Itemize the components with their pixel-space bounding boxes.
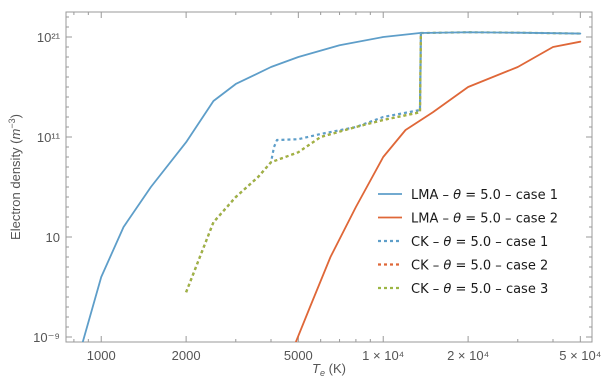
legend: LMA – θ = 5.0 – case 1 LMA – θ = 5.0 – ca… — [378, 188, 558, 297]
x-tick-label: 5000 — [284, 348, 313, 363]
x-tick-label: 5 × 10⁴ — [559, 348, 601, 363]
y-axis-title: Electron density (m−3) — [7, 114, 23, 240]
y-tick-label: 10²¹ — [37, 30, 61, 45]
legend-label: CK – θ = 5.0 – case 2 — [411, 259, 548, 274]
legend-label: CK – θ = 5.0 – case 3 — [411, 282, 548, 297]
x-axis-title: Te (K) — [312, 361, 346, 378]
y-tick-label: 10¹¹ — [37, 130, 61, 145]
legend-label: LMA – θ = 5.0 – case 1 — [411, 188, 558, 203]
x-tick-label: 1000 — [87, 348, 116, 363]
x-tick-label: 1 × 10⁴ — [362, 348, 404, 363]
x-axis: 1000 2000 5000 1 × 10⁴ 2 × 10⁴ 5 × 10⁴ — [73, 12, 601, 363]
y-axis: 10⁻⁹ 10 10¹¹ 10²¹ — [33, 16, 592, 345]
series-line-2 — [294, 40, 582, 342]
series-layer — [81, 31, 582, 342]
series-line-1 — [81, 31, 582, 342]
legend-label: CK – θ = 5.0 – case 1 — [411, 235, 548, 250]
x-tick-label: 2 × 10⁴ — [447, 348, 489, 363]
y-tick-label: 10⁻⁹ — [33, 330, 60, 345]
x-tick-label: 2000 — [172, 348, 201, 363]
y-tick-label: 10 — [46, 230, 60, 245]
legend-label: LMA – θ = 5.0 – case 2 — [411, 212, 558, 227]
